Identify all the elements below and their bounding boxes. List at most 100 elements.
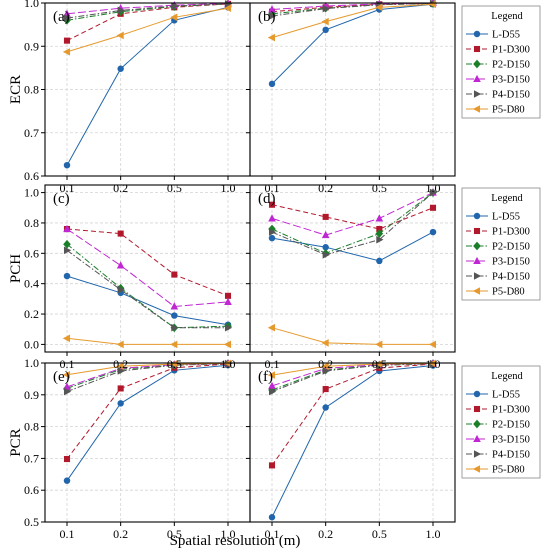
panel-4-xtick-label: 0.1 xyxy=(60,527,75,541)
panel-3-label: (d) xyxy=(258,191,276,207)
panel-3-point-p2-d150 xyxy=(268,224,276,234)
panel-2-point-l-d55 xyxy=(171,312,178,319)
panel-4-ytick-label: 1.0 xyxy=(24,356,39,370)
legend-1-entry-l-d55: L-D55 xyxy=(492,212,520,223)
panel-2-ytick-label: 0.2 xyxy=(24,307,39,321)
panel-5-point-p5-d80 xyxy=(267,371,276,379)
panel-2-line-p4-d150 xyxy=(66,249,228,329)
panel-1-xtick-label: 0.1 xyxy=(265,181,280,195)
panel-4-ytick-label: 0.9 xyxy=(24,388,39,402)
panel-4-point-p4-d150 xyxy=(117,367,125,375)
panel-4-point-l-d55 xyxy=(63,477,71,484)
panel-0-point-p1-d300 xyxy=(63,37,71,44)
panel-0-ytick-label: 0.7 xyxy=(24,126,39,140)
panel-4-line-p2-d150 xyxy=(66,363,229,389)
panel-5-point-l-d55 xyxy=(322,404,329,411)
panel-2-point-p1-d300 xyxy=(117,230,124,237)
panel-1-line-p5-d80 xyxy=(271,3,434,39)
legend-0-swatch-marker-p5-d80 xyxy=(472,105,481,113)
panel-5-point-p4-d150 xyxy=(268,387,277,396)
panel-2-point-p4-d150 xyxy=(117,285,125,294)
panel-5-xtick-label: 0.2 xyxy=(318,527,333,541)
panel-2-point-p3-d150 xyxy=(63,224,71,233)
panel-2-ytick-label: 0.4 xyxy=(24,277,39,291)
legend-2-swatch-marker-l-d55 xyxy=(473,390,481,398)
panel-2-point-p5-d80 xyxy=(170,340,178,349)
panel-3-point-l-d55 xyxy=(322,244,329,251)
legend-0-entry-p2-d150: P2-D150 xyxy=(492,60,530,71)
panel-3-point-p1-d300 xyxy=(268,201,276,208)
panel-4-line-p5-d80 xyxy=(66,362,229,376)
panel-0-xtick-label: 0.2 xyxy=(113,181,128,195)
panel-4-point-p5-d80 xyxy=(62,370,71,379)
legend-1-swatch-marker-l-d55 xyxy=(473,212,481,220)
panel-1-line-p1-d300 xyxy=(271,2,434,13)
panel-4-point-p1-d300 xyxy=(117,385,124,392)
panel-2-line-p3-d150 xyxy=(66,228,229,308)
x-axis-label: Spatial resolution (m) xyxy=(170,533,301,549)
label-layer: 0.6 0.7 0.8 0.9 1.0 0.1 0.2 0.5 1.0 (a) 0.1 0.2 0.5 1… xyxy=(24,0,441,541)
panel-3-point-p5-d80 xyxy=(267,323,276,332)
panel-0-point-l-d55 xyxy=(63,161,71,169)
panel-4-point-p3-d150 xyxy=(63,382,71,390)
panel-2-ytick-label: 0.6 xyxy=(24,246,39,260)
panel-5-point-p3-d150 xyxy=(268,381,276,389)
legend-1-title: Legend xyxy=(491,193,523,204)
legend-0-swatch-marker-p3-d150 xyxy=(473,74,481,83)
panel-2-ytick-label: 1.0 xyxy=(24,186,39,200)
panel-3-point-p4-d150 xyxy=(268,228,277,236)
panel-1-point-p4-d150 xyxy=(322,4,330,13)
panel-3-xtick-label: 0.1 xyxy=(265,357,280,371)
panel-2-line-p2-d150 xyxy=(66,243,229,329)
panel-2-point-p2-d150 xyxy=(63,239,71,249)
panel-3-point-p1-d300 xyxy=(376,225,383,233)
legend-0-entry-l-d55: L-D55 xyxy=(492,30,520,41)
panel-3-point-p3-d150 xyxy=(321,230,330,239)
panel-0-line-p4-d150 xyxy=(66,3,229,19)
panel-0-xtick-label: 0.1 xyxy=(60,181,75,195)
panel-5-label: (f) xyxy=(258,369,273,385)
panel-4-point-p5-d80 xyxy=(116,362,124,370)
panel-3-line-p5-d80 xyxy=(271,327,433,345)
panel-2-xtick-label: 1.0 xyxy=(221,357,236,371)
legend-0-entry-p3-d150: P3-D150 xyxy=(492,75,530,86)
panel-0-label: (a) xyxy=(53,9,70,25)
panel-1-point-p5-d80 xyxy=(321,17,329,26)
panel-0-ytick-label: 0.8 xyxy=(24,83,39,97)
panel-4-xtick-label: 0.5 xyxy=(167,527,182,541)
series-layer xyxy=(62,0,438,521)
panel-3-frame xyxy=(249,184,456,353)
panel-5-xtick-label: 1.0 xyxy=(426,527,441,541)
legend-1-entry-p2-d150: P2-D150 xyxy=(492,242,530,253)
panel-5-line-l-d55 xyxy=(271,365,434,518)
panel-5-xtick-label: 0.5 xyxy=(372,527,387,541)
panel-3-point-p4-d150 xyxy=(322,251,330,259)
panel-5-line-p1-d300 xyxy=(271,363,434,466)
panel-3-line-p1-d300 xyxy=(271,204,434,230)
panel-3-point-p3-d150 xyxy=(375,214,384,222)
row-1-y-axis-label: PCH xyxy=(8,254,24,283)
panel-5-line-p4-d150 xyxy=(271,363,434,393)
panel-3-point-l-d55 xyxy=(429,228,437,236)
panel-3-point-l-d55 xyxy=(268,234,276,242)
panel-2-xtick-label: 0.1 xyxy=(60,357,75,371)
legend-1-swatch-marker-p3-d150 xyxy=(473,256,481,265)
legend-0-swatch-marker-p4-d150 xyxy=(473,90,482,98)
panel-0-ytick-label: 0.9 xyxy=(24,39,39,53)
panel-4-line-l-d55 xyxy=(66,364,229,481)
legend-layer: Legend L-D55 P1-D300 P2-D150 P3-D150 P4-D150 P… xyxy=(461,5,541,479)
panel-2-point-p5-d80 xyxy=(62,334,71,343)
panel-3-xtick-label: 1.0 xyxy=(426,357,441,371)
panel-4-ytick-label: 0.5 xyxy=(24,515,39,529)
panel-0-xtick-label: 1.0 xyxy=(221,181,236,195)
panel-3-point-p4-d150 xyxy=(376,235,384,244)
panel-4-xtick-label: 0.2 xyxy=(113,527,128,541)
panel-3-point-l-d55 xyxy=(376,257,383,265)
legend-0-swatch-marker-p1-d300 xyxy=(473,45,481,53)
panel-5-line-p5-d80 xyxy=(271,362,434,376)
panel-0-point-l-d55 xyxy=(117,65,124,72)
panel-2-label: (c) xyxy=(53,191,70,207)
panel-0-line-l-d55 xyxy=(66,6,229,166)
panel-5-xtick-label: 0.1 xyxy=(265,527,280,541)
